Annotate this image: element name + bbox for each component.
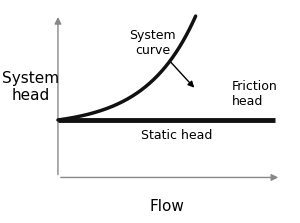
Text: Friction
head: Friction head bbox=[232, 80, 278, 108]
Text: System
head: System head bbox=[2, 70, 59, 103]
Text: System
curve: System curve bbox=[129, 29, 193, 87]
Text: Flow: Flow bbox=[149, 199, 184, 214]
Text: Static head: Static head bbox=[141, 129, 212, 142]
